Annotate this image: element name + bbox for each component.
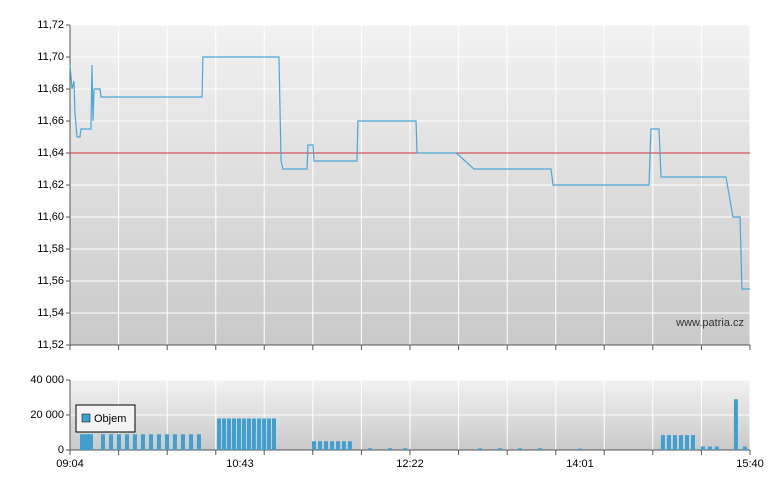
volume-bar xyxy=(312,441,317,450)
volume-bar xyxy=(318,441,323,450)
y-tick-label: 11,52 xyxy=(37,339,64,351)
volume-bar xyxy=(700,446,705,450)
volume-bar xyxy=(690,435,695,450)
x-tick-label: 14:01 xyxy=(566,458,594,470)
volume-bar xyxy=(80,434,85,450)
volume-bar xyxy=(140,434,145,450)
volume-bar xyxy=(267,418,272,450)
volume-bar xyxy=(82,434,87,450)
volume-bar xyxy=(189,434,194,450)
volume-bar xyxy=(257,418,262,450)
volume-bar xyxy=(86,434,91,450)
volume-bar xyxy=(109,434,114,450)
volume-bar xyxy=(246,418,251,450)
volume-bar xyxy=(517,448,522,450)
x-tick-label: 10:43 xyxy=(226,458,254,470)
volume-bar xyxy=(578,448,582,450)
volume-bar xyxy=(684,435,689,450)
volume-bar xyxy=(227,418,232,450)
volume-bar xyxy=(116,434,121,450)
volume-bar xyxy=(132,434,137,450)
volume-bar xyxy=(149,434,154,450)
volume-bar xyxy=(403,448,408,450)
volume-bar xyxy=(497,448,502,450)
volume-bar xyxy=(241,418,246,450)
y-tick-label: 40 000 xyxy=(30,374,64,386)
y-tick-label: 0 xyxy=(58,444,64,456)
volume-bar xyxy=(236,418,241,450)
volume-bar xyxy=(262,418,267,450)
volume-bar xyxy=(324,441,329,450)
volume-bar xyxy=(477,448,482,450)
volume-bar xyxy=(660,435,665,450)
volume-bar xyxy=(733,399,738,450)
volume-bar xyxy=(156,434,161,450)
volume-bar xyxy=(251,418,256,450)
y-tick-label: 11,64 xyxy=(37,147,64,159)
volume-bar xyxy=(678,435,683,450)
volume-bar xyxy=(387,448,392,450)
volume-bar xyxy=(707,446,712,450)
y-tick-label: 11,66 xyxy=(37,115,64,127)
volume-bar xyxy=(336,441,341,450)
y-tick-label: 11,68 xyxy=(37,83,64,95)
y-tick-label: 11,56 xyxy=(37,275,64,287)
volume-bar xyxy=(714,446,719,450)
volume-bar xyxy=(666,435,671,450)
volume-bar xyxy=(196,434,201,450)
volume-bar xyxy=(100,434,105,450)
x-tick-label: 15:40 xyxy=(736,458,764,470)
y-tick-label: 11,62 xyxy=(37,179,64,191)
volume-bar xyxy=(367,448,372,450)
price-line xyxy=(69,56,750,290)
y-tick-label: 11,72 xyxy=(37,19,64,31)
watermark: www.patria.cz xyxy=(675,317,744,329)
volume-bar xyxy=(180,434,185,450)
x-tick-label: 12:22 xyxy=(396,458,424,470)
y-tick-label: 11,58 xyxy=(37,243,64,255)
volume-bar xyxy=(672,435,677,450)
legend: Objem xyxy=(75,404,136,433)
legend-label: Objem xyxy=(94,413,126,425)
y-tick-label: 11,70 xyxy=(37,51,64,63)
y-tick-label: 11,54 xyxy=(37,307,64,319)
x-tick-label: 09:04 xyxy=(56,458,84,470)
volume-bar xyxy=(231,418,236,450)
volume-bar xyxy=(222,418,227,450)
volume-bar xyxy=(341,441,346,450)
volume-bar xyxy=(217,418,222,450)
y-tick-label: 11,60 xyxy=(37,211,64,223)
volume-bar xyxy=(330,441,335,450)
volume-bar xyxy=(272,418,276,450)
volume-bar xyxy=(347,441,352,450)
volume-bar xyxy=(742,446,747,450)
volume-bar xyxy=(88,434,93,450)
volume-bar xyxy=(125,434,130,450)
volume-bar xyxy=(172,434,177,450)
volume-bar xyxy=(165,434,170,450)
y-tick-label: 20 000 xyxy=(30,409,64,421)
legend-swatch xyxy=(81,413,91,423)
volume-bar xyxy=(537,448,542,450)
